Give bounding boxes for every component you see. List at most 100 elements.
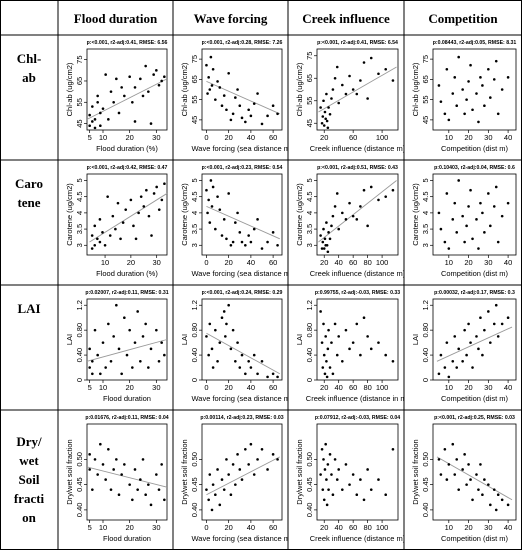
y-tick-label: 55 (190, 95, 199, 103)
data-point (101, 107, 105, 110)
x-tick-label: 100 (376, 133, 389, 142)
x-tick-label: 40 (335, 383, 343, 392)
data-point (133, 86, 137, 89)
data-point (323, 110, 327, 114)
x-tick-label: 40 (247, 523, 255, 532)
data-point (112, 100, 115, 104)
data-point (88, 468, 91, 471)
x-tick-label: 20 (320, 383, 328, 392)
data-point (96, 237, 99, 241)
data-point (91, 360, 94, 363)
data-point (506, 76, 510, 79)
data-point (220, 104, 224, 107)
data-point (384, 195, 388, 198)
data-point (107, 118, 110, 121)
y-tick-label: 4 (190, 211, 199, 215)
y-axis-label: Chl-ab (ug/cm2) (295, 62, 304, 116)
plot-title: p:<0.001, r2-adj:0.28, RMSE: 7.26 (202, 40, 283, 46)
y-axis-label: Chl-ab (ug/cm2) (411, 62, 420, 116)
data-point (139, 478, 142, 481)
y-tick-label: 0.40 (190, 348, 199, 363)
data-point (369, 347, 373, 351)
data-point (276, 243, 279, 247)
data-point (234, 360, 237, 363)
x-tick-label: 60 (349, 258, 357, 267)
data-point (489, 96, 492, 99)
scatter-plot: p:0.99755, r2-adj:-0.03, RMSE: 0.33 20 40 6… (295, 290, 404, 403)
data-point (240, 353, 244, 357)
y-tick-label: 5 (421, 178, 430, 182)
regression-line (86, 78, 168, 120)
data-point (320, 121, 324, 125)
scatter-plot: p:0.00114, r2-adj:0.23, RMSE: 0.03 0 20 40 6… (180, 415, 288, 543)
data-point (137, 211, 140, 215)
data-point (325, 92, 328, 96)
x-axis-label: Creek influence (distance m) (310, 534, 404, 543)
x-axis-label: Wave forcing (sea distance m) (191, 534, 288, 543)
data-point (249, 114, 253, 118)
data-point (319, 473, 322, 476)
plot-title: p:0.99755, r2-adj:-0.03, RMSE: 0.33 (315, 290, 400, 296)
data-point (123, 94, 126, 98)
data-point (210, 205, 214, 208)
data-point (453, 335, 457, 338)
data-point (506, 503, 510, 507)
x-tick-label: 5 (88, 133, 92, 142)
data-point (133, 468, 137, 471)
data-point (150, 234, 153, 237)
data-point (101, 231, 104, 234)
y-axis-label: LAI (295, 334, 304, 345)
y-tick-label: 0.50 (421, 452, 430, 467)
data-point (90, 247, 94, 250)
data-point (344, 328, 348, 332)
y-tick-label: 55 (305, 97, 314, 105)
data-point (120, 372, 123, 376)
data-point (496, 335, 500, 338)
data-point (90, 234, 94, 237)
data-point (144, 64, 147, 68)
data-point (330, 341, 333, 344)
data-point (377, 478, 380, 481)
x-tick-label: 20 (464, 258, 472, 267)
x-tick-label: 100 (376, 523, 389, 532)
data-point (471, 366, 474, 369)
data-point (359, 353, 362, 357)
data-point (322, 124, 326, 127)
data-point (465, 98, 468, 101)
data-point (163, 353, 166, 357)
x-tick-label: 40 (335, 523, 343, 532)
data-point (321, 366, 325, 369)
data-point (362, 316, 366, 319)
y-tick-label: 0.40 (75, 503, 84, 518)
plot-title: p:0.07912, r2-adj:-0.03, RMSE: 0.04 (315, 415, 400, 421)
x-axis-label: Flood duration (103, 394, 151, 403)
data-point (206, 92, 209, 95)
data-point (249, 442, 253, 446)
data-point (384, 493, 388, 497)
data-point (341, 83, 344, 87)
row-label: Caro tene (0, 174, 58, 212)
data-point (500, 88, 504, 91)
x-tick-label: 40 (335, 258, 343, 267)
x-tick-label: 30 (484, 523, 492, 532)
x-tick-label: 0 (204, 133, 208, 142)
y-tick-label: 75 (190, 55, 199, 63)
plot-frame (86, 48, 168, 131)
data-point (377, 198, 380, 202)
data-point (163, 498, 166, 502)
data-point (247, 463, 250, 466)
data-point (359, 79, 362, 82)
data-point (129, 198, 133, 202)
y-tick-label: 45 (305, 119, 314, 127)
row-label: Chl-ab (0, 49, 58, 87)
data-point (483, 478, 486, 481)
data-point (125, 353, 129, 357)
data-point (326, 126, 330, 130)
data-point (249, 240, 253, 244)
data-point (377, 341, 380, 344)
data-point (236, 453, 239, 456)
data-point (139, 77, 142, 81)
data-point (483, 104, 486, 107)
data-point (469, 478, 472, 481)
data-point (155, 328, 158, 332)
